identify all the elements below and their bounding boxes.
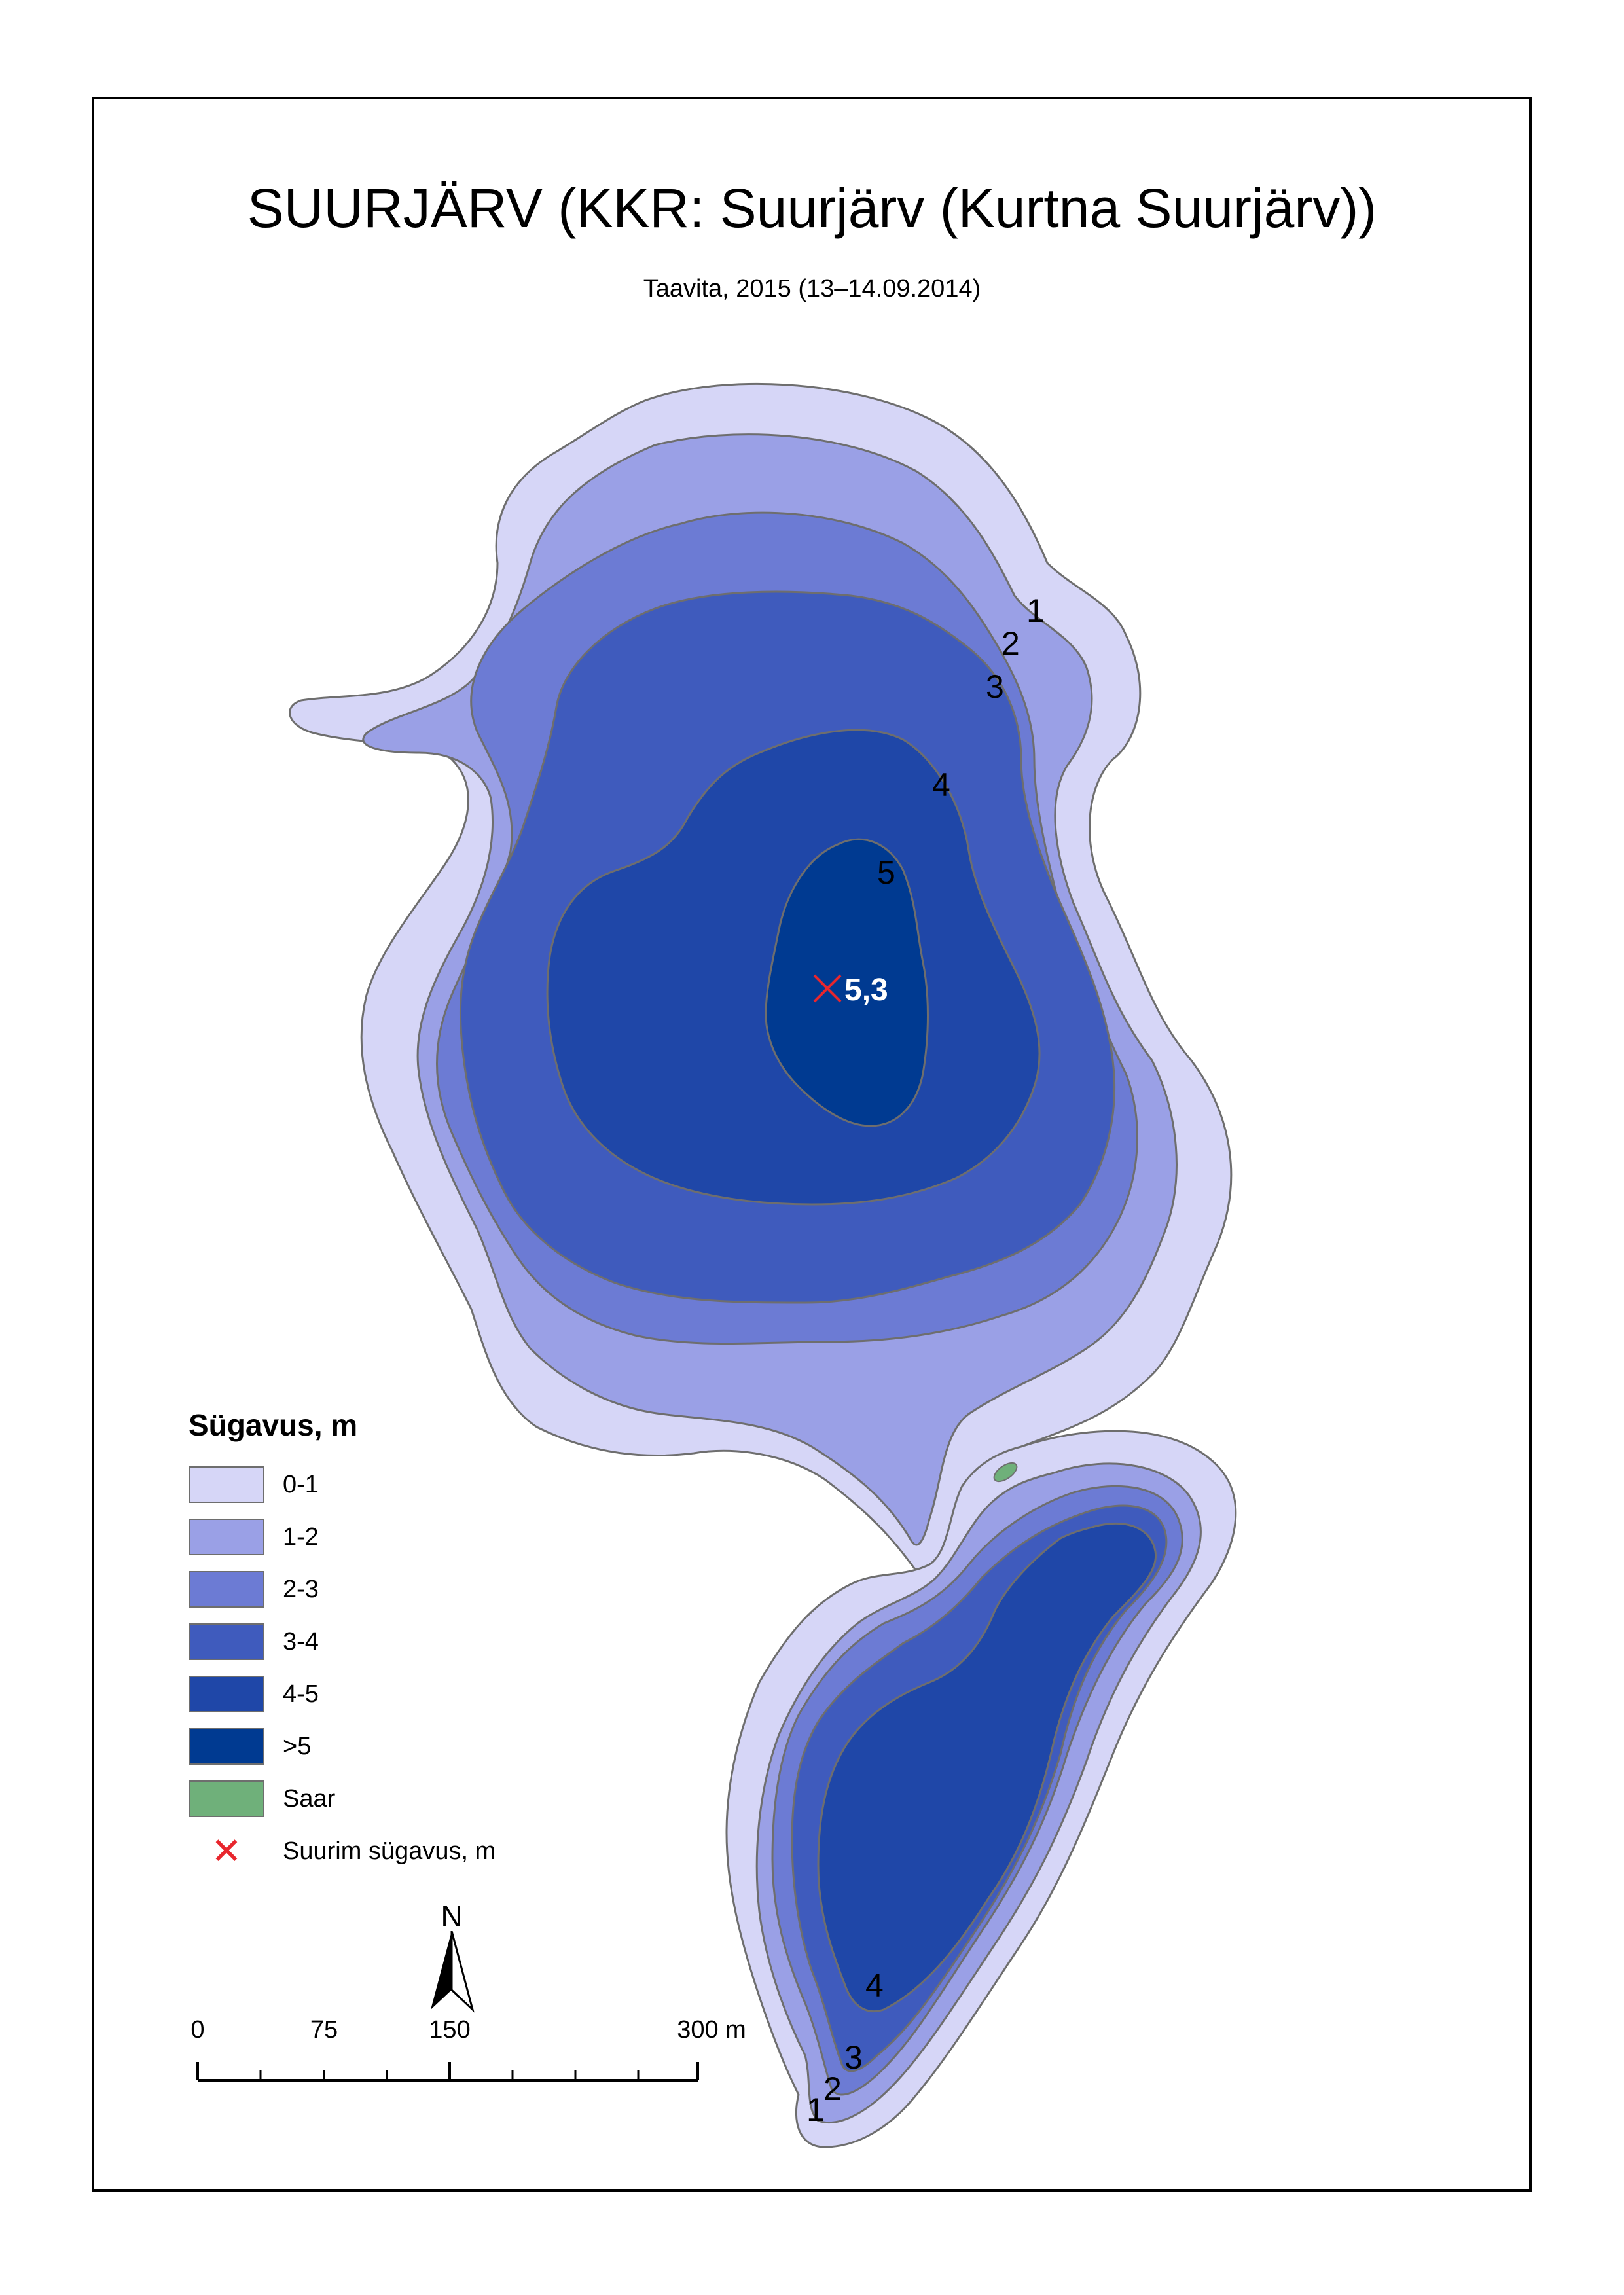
contour-label-south-2: 2	[823, 2070, 842, 2107]
scale-label-300: 300 m	[677, 2016, 746, 2044]
legend-label: 4-5	[283, 1680, 319, 1708]
map-title: SUURJÄRV (KKR: Suurjärv (Kurtna Suurjärv…	[247, 177, 1377, 239]
legend-row: >5	[189, 1720, 647, 1773]
legend-label: 2-3	[283, 1575, 319, 1603]
legend-swatch	[189, 1519, 264, 1555]
island-saar	[993, 1462, 1018, 1483]
legend-row: 2-3	[189, 1563, 647, 1616]
legend-swatch	[189, 1466, 264, 1503]
scale-label-150: 150	[429, 2016, 471, 2044]
legend-row: 0-1	[189, 1458, 647, 1511]
legend-row: Saar	[189, 1773, 647, 1825]
south-basin	[725, 1430, 1237, 2148]
legend-swatch	[189, 1623, 264, 1660]
contour-label-south-4: 4	[865, 1967, 884, 2004]
contour-label-south-1: 1	[806, 2091, 825, 2128]
legend-label: 0-1	[283, 1470, 319, 1498]
scale-label-0: 0	[190, 2016, 205, 2044]
legend-label: >5	[283, 1732, 312, 1760]
legend-row: 3-4	[189, 1616, 647, 1668]
contour-label-south-3: 3	[844, 2039, 863, 2076]
contour-label-north-3: 3	[986, 668, 1004, 705]
legend-swatch	[189, 1728, 264, 1765]
legend-label-max-depth: Suurim sügavus, m	[283, 1837, 496, 1865]
contour-label-north-2: 2	[1001, 625, 1020, 662]
legend-label: 1-2	[283, 1523, 319, 1551]
legend-swatch	[189, 1676, 264, 1712]
legend: Sügavus, m 0-1 1-2 2-3 3-4 4-5 >5 Saar ✕ Suuri…	[189, 1407, 647, 1877]
scale-label-75: 75	[310, 2016, 338, 2044]
legend-label: 3-4	[283, 1627, 319, 1655]
scalebar: 0 75 150 300 m	[190, 2016, 779, 2095]
x-cross-icon	[813, 974, 842, 1003]
legend-row: 1-2	[189, 1511, 647, 1563]
map-subtitle: Taavita, 2015 (13–14.09.2014)	[643, 275, 981, 302]
legend-title: Sügavus, m	[189, 1408, 358, 1442]
north-arrow: N	[419, 1898, 484, 2016]
legend-row: 4-5	[189, 1668, 647, 1720]
max-depth-label: 5,3	[844, 973, 888, 1007]
contour-label-north-1: 1	[1026, 592, 1045, 629]
map-frame	[92, 97, 1532, 2192]
legend-swatch	[189, 1571, 264, 1608]
north-arrow-icon	[431, 1931, 475, 2013]
legend-row-max-depth: ✕ Suurim sügavus, m	[189, 1825, 647, 1877]
north-basin	[289, 382, 1233, 1578]
legend-label: Saar	[283, 1784, 336, 1813]
depth-band-4-5-south	[817, 1522, 1157, 2013]
depth-band-gt5-north	[765, 838, 929, 1127]
contour-label-north-4: 4	[932, 767, 950, 803]
contour-label-north-5: 5	[877, 854, 895, 891]
scalebar-ticks	[196, 2062, 699, 2082]
x-cross-icon: ✕	[211, 1830, 242, 1871]
north-letter: N	[441, 1899, 463, 1933]
legend-swatch	[189, 1780, 264, 1817]
